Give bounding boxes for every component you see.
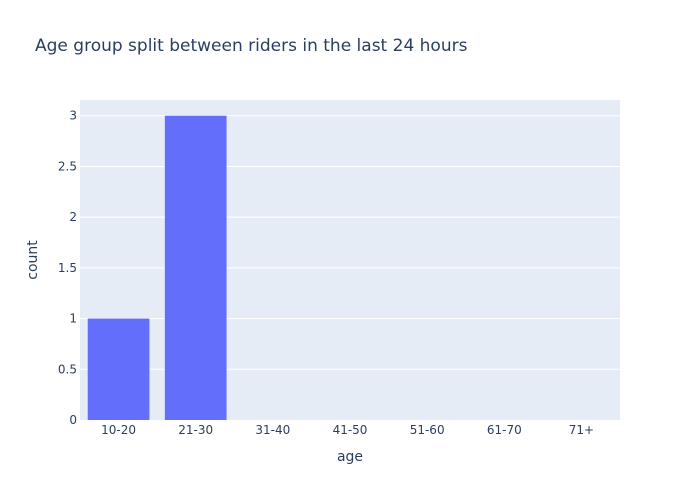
y-tick-label: 0.5 xyxy=(58,362,77,376)
x-tick-label: 21-30 xyxy=(178,423,213,437)
x-tick-label: 71+ xyxy=(569,423,594,437)
x-tick-labels: 10-20 21-30 31-40 41-50 51-60 61-70 71+ xyxy=(101,423,594,437)
chart-title: Age group split between riders in the la… xyxy=(35,36,468,56)
y-tick-label: 0 xyxy=(69,413,77,427)
x-tick-label: 41-50 xyxy=(333,423,368,437)
y-tick-label: 1 xyxy=(69,312,77,326)
x-tick-label: 61-70 xyxy=(487,423,522,437)
x-tick-label: 51-60 xyxy=(410,423,445,437)
x-tick-label: 10-20 xyxy=(101,423,136,437)
plot-background xyxy=(80,100,620,420)
y-tick-label: 2 xyxy=(69,210,77,224)
bar-21-30[interactable] xyxy=(164,115,227,421)
bars xyxy=(87,115,227,421)
y-tick-label: 2.5 xyxy=(58,159,77,173)
x-tick-label: 31-40 xyxy=(255,423,290,437)
y-axis-title: count xyxy=(25,240,41,280)
y-tick-label: 1.5 xyxy=(58,261,77,275)
bar-10-20[interactable] xyxy=(87,318,150,420)
y-tick-label: 3 xyxy=(69,109,77,123)
x-axis-title: age xyxy=(337,449,363,465)
y-tick-labels: 0 0.5 1 1.5 2 2.5 3 xyxy=(58,109,77,427)
